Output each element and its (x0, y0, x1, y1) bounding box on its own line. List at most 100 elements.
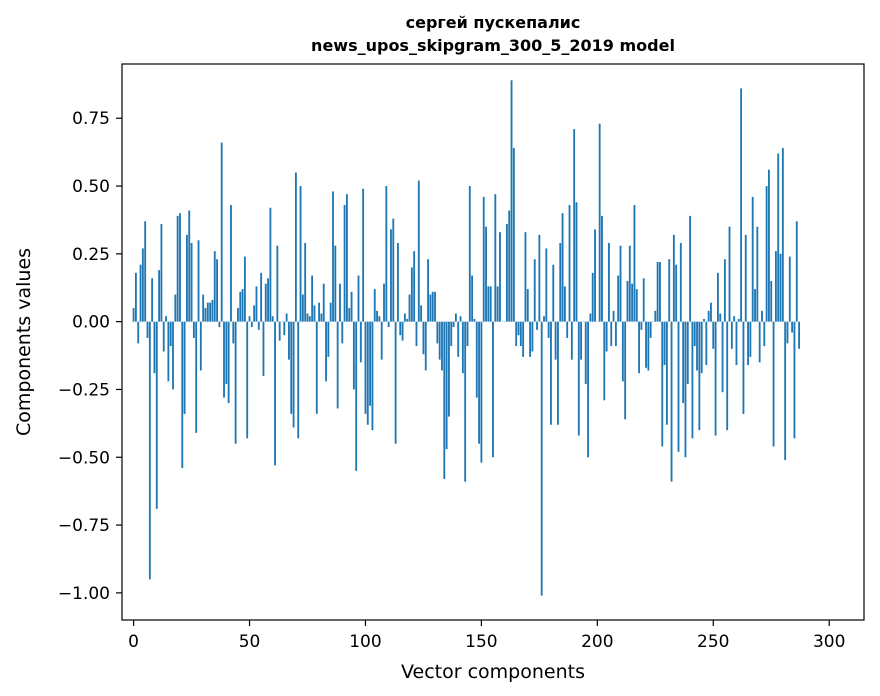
bar (230, 205, 232, 322)
bar (744, 234, 747, 322)
bar (306, 313, 309, 322)
bar (730, 321, 733, 349)
bar (417, 180, 420, 322)
bar (132, 308, 135, 322)
bar (438, 321, 441, 360)
bar (696, 321, 698, 371)
bar (554, 321, 557, 360)
bar (385, 186, 388, 322)
bar (290, 321, 293, 414)
bar (531, 321, 534, 352)
bar (267, 278, 269, 322)
bar (635, 289, 638, 322)
bar (703, 318, 705, 322)
bar (550, 321, 552, 425)
x-tick-label: 0 (128, 632, 139, 652)
bar (313, 305, 316, 322)
bar (714, 321, 717, 436)
bar (345, 194, 348, 322)
bar (366, 321, 369, 425)
bar (494, 194, 497, 322)
bar (397, 243, 399, 322)
x-axis-label: Vector components (401, 661, 585, 683)
bar (524, 232, 527, 322)
bar (791, 321, 794, 333)
bar (538, 234, 541, 322)
bar (758, 321, 761, 363)
bar (591, 272, 594, 322)
bar (649, 321, 652, 338)
bar (517, 321, 520, 336)
y-axis-label: Components values (13, 248, 35, 436)
bar (199, 321, 202, 371)
bar (779, 253, 782, 322)
bar (756, 226, 759, 322)
bar (450, 321, 453, 347)
bar (274, 321, 276, 466)
bar (448, 321, 450, 417)
y-tick-label: 0.25 (72, 245, 110, 265)
bar (580, 321, 583, 360)
bar (394, 321, 397, 444)
bar (589, 313, 592, 322)
bar (487, 286, 490, 322)
bar (665, 321, 668, 425)
bar (378, 316, 381, 322)
bar (232, 321, 235, 344)
bar (218, 321, 221, 328)
plot-frame (121, 63, 865, 621)
bar (621, 321, 624, 382)
bar (751, 196, 754, 322)
bar (341, 321, 344, 344)
bar (325, 321, 327, 382)
bar (155, 321, 158, 509)
bar (234, 321, 237, 444)
bar (723, 259, 726, 322)
bar (505, 224, 508, 322)
bar (183, 321, 186, 414)
bar (387, 321, 390, 328)
bar (561, 213, 564, 322)
bar (422, 321, 425, 355)
bar (276, 245, 279, 322)
bar (352, 321, 355, 390)
bar (241, 289, 244, 322)
bar (761, 310, 763, 322)
bar (209, 302, 212, 322)
bar (705, 321, 708, 366)
bar (693, 321, 696, 347)
bar (225, 321, 228, 385)
bar (485, 226, 487, 322)
bar (336, 321, 339, 409)
bar (781, 148, 784, 322)
bar (464, 321, 467, 482)
bar (577, 321, 580, 436)
bar (798, 321, 800, 349)
bar (454, 313, 457, 322)
bar (496, 286, 499, 322)
bar (726, 321, 729, 431)
bar (466, 321, 469, 347)
bar (403, 313, 406, 322)
bar (508, 210, 511, 322)
bar (633, 205, 636, 322)
y-tick-label: 0.50 (72, 177, 110, 197)
bar (770, 280, 773, 322)
bar (288, 321, 290, 360)
bar (575, 202, 578, 322)
bar (608, 243, 610, 322)
bar (777, 153, 780, 322)
bar (710, 302, 712, 322)
bar (283, 321, 286, 336)
bar (654, 310, 657, 322)
bar (410, 267, 413, 322)
bar (167, 321, 170, 382)
bar (192, 321, 195, 338)
bar (614, 321, 617, 347)
bar (408, 294, 411, 322)
bar (311, 275, 314, 322)
bar (329, 302, 332, 322)
bar (566, 321, 569, 338)
bar (645, 321, 647, 368)
y-axis-ticks: −1.00 −0.75 −0.50 −0.25 0.00 0.25 0.50 0.75 (58, 109, 122, 604)
